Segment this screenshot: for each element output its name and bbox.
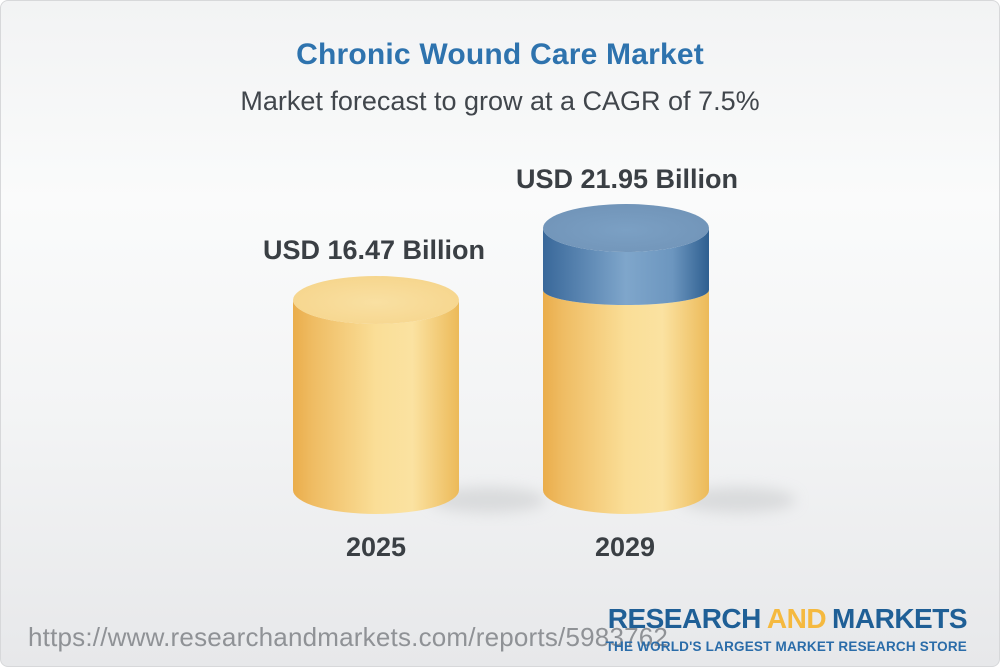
category-label-2025: 2025 [345,532,407,562]
page-title: Chronic Wound Care Market [296,38,704,71]
logo-wordmark: RESEARCH AND MARKETS [606,603,968,635]
bar-2025-shadow [430,487,546,513]
bar-2029-shadow [680,487,796,513]
logo-word-and: AND [766,603,827,634]
bar-2029-base-segment [543,290,709,514]
header: Chronic Wound Care Market Market forecas… [1,1,999,117]
logo-word-markets: MARKETS [832,603,967,634]
research-and-markets-logo: RESEARCH AND MARKETS THE WORLD'S LARGEST M… [605,603,968,654]
category-label-2029: 2029 [594,532,656,562]
page-subtitle: Market forecast to grow at a CAGR of 7.5… [240,86,760,116]
logo-tagline: THE WORLD'S LARGEST MARKET RESEARCH STOR… [605,639,967,654]
bar-2029-lid [543,204,709,252]
value-label-2025: USD 16.47 Billion [262,235,486,265]
bar-2029-growth-segment [543,228,709,305]
bar-2025-cylinder [293,276,459,514]
bar-2029-cylinder [543,204,709,514]
logo-word-research: RESEARCH [607,603,762,634]
report-url: https://www.researchandmarkets.com/repor… [28,622,669,652]
value-label-2029: USD 21.95 Billion [515,164,739,194]
